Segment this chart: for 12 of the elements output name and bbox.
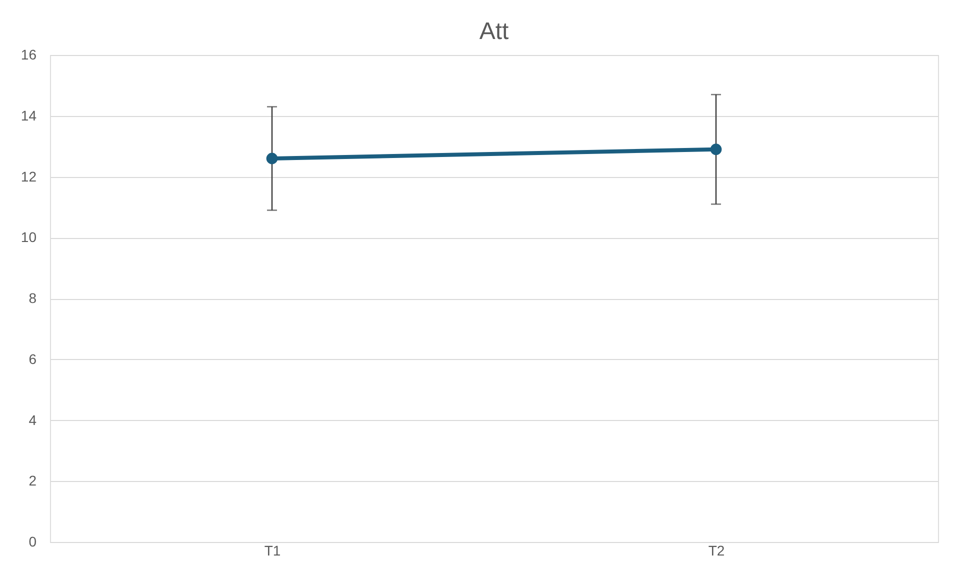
y-tick-label: 2 [28, 472, 37, 489]
y-tick-label: 14 [20, 107, 37, 124]
x-tick-label: T1 [264, 542, 281, 558]
y-tick-label: 16 [20, 46, 37, 62]
chart-title: Att [479, 18, 510, 45]
y-tick-label: 8 [28, 290, 37, 306]
y-tick-label: 4 [28, 412, 37, 428]
y-tick-label: 10 [20, 229, 37, 246]
x-tick-label: T2 [708, 542, 725, 558]
y-tick-label: 0 [28, 534, 37, 550]
y-tick-label: 6 [28, 350, 37, 367]
y-tick-label: 12 [20, 168, 37, 184]
